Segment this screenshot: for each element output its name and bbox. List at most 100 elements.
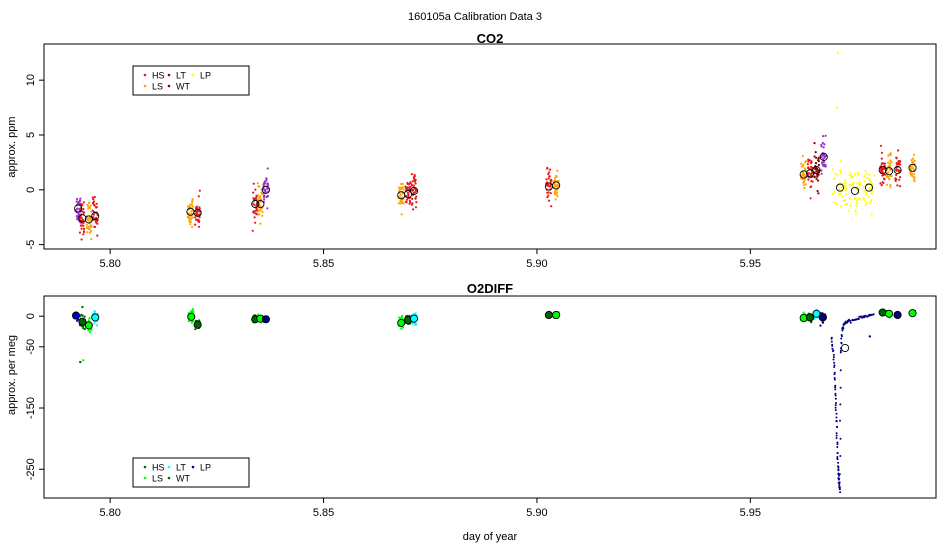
co2-data-point xyxy=(816,167,819,171)
o2diff-legend-swatch xyxy=(191,465,195,469)
co2-data-point xyxy=(406,183,410,186)
co2-data-point xyxy=(258,185,261,188)
co2-data-point xyxy=(79,197,82,200)
co2-axes: 5.80 5.85 5.90 5.95 -5 0 5 10 xyxy=(25,74,761,270)
co2-data-point xyxy=(545,178,548,181)
co2-mean-marker xyxy=(878,166,887,175)
co2-data-point xyxy=(259,209,262,212)
co2-data-point xyxy=(840,205,843,208)
o2diff-legend-swatch xyxy=(167,476,171,480)
co2-data-point xyxy=(873,174,876,177)
co2-plot-frame xyxy=(43,43,937,250)
o2diff-lp-trace-point xyxy=(861,316,864,319)
co2-data-point xyxy=(408,188,411,191)
co2-legend-swatch xyxy=(143,84,147,88)
co2-data-point xyxy=(88,228,91,231)
co2-ylabel: approx. ppm xyxy=(6,116,18,177)
co2-data-point xyxy=(865,172,868,176)
co2-data-point xyxy=(887,161,890,164)
o2diff-lp-trace-point xyxy=(837,466,840,469)
co2-data-point xyxy=(841,195,844,198)
o2diff-lp-trace-point xyxy=(840,334,843,336)
co2-data-point xyxy=(864,169,867,173)
o2diff-data-point xyxy=(400,314,403,318)
co2-data-point xyxy=(844,179,847,182)
co2-data-point xyxy=(96,234,99,237)
co2-data-point xyxy=(82,207,85,211)
co2-data-point xyxy=(553,177,557,180)
co2-data-point xyxy=(92,198,95,201)
co2-data-point xyxy=(95,206,98,209)
co2-data-point xyxy=(258,204,261,207)
co2-data-point xyxy=(843,186,846,189)
co2-data-point xyxy=(548,175,551,178)
co2-data-point xyxy=(406,186,409,189)
co2-data-point xyxy=(811,180,814,183)
o2diff-panel: O2DIFF approx. per meg 5.80 5.85 5.90 5.95 0… xyxy=(6,281,937,519)
co2-data-point xyxy=(91,201,95,204)
o2diff-lp-trace-point xyxy=(839,455,842,457)
co2-data-point xyxy=(411,202,414,205)
co2-mean-marker xyxy=(193,208,202,217)
co2-mean-marker xyxy=(893,166,902,175)
o2diff-mean-marker xyxy=(84,321,93,330)
o2diff-lp-trace-point xyxy=(840,337,843,340)
co2-mean-marker xyxy=(409,186,419,195)
co2-data-point xyxy=(78,231,81,234)
co2-data-point xyxy=(408,202,411,205)
co2-data-point xyxy=(554,198,557,201)
co2-data-point xyxy=(75,200,78,203)
co2-data-point xyxy=(198,225,201,228)
o2diff-y-tick-label: -250 xyxy=(25,458,37,480)
o2diff-lp-trace-point xyxy=(830,337,833,340)
o2diff-data-point xyxy=(190,310,193,313)
co2-mean-marker xyxy=(908,163,917,172)
co2-data-point xyxy=(251,229,254,232)
co2-data-point xyxy=(800,174,804,177)
co2-data-point xyxy=(397,202,400,205)
co2-data-point xyxy=(820,161,824,164)
co2-data-point xyxy=(415,201,418,204)
co2-data-point xyxy=(899,176,902,179)
co2-data-point xyxy=(79,199,82,202)
co2-data-point xyxy=(838,188,841,191)
co2-data-point xyxy=(88,201,91,205)
co2-data-point xyxy=(263,188,266,191)
co2-y-tick-label: 10 xyxy=(25,74,37,86)
co2-data-point xyxy=(546,183,550,186)
co2-data-point xyxy=(266,207,269,210)
co2-data-point xyxy=(823,154,826,157)
o2diff-plot-frame xyxy=(43,295,937,499)
co2-data-point xyxy=(401,201,404,204)
o2diff-lp-trace-point xyxy=(834,384,837,387)
co2-data-point xyxy=(880,151,884,154)
o2diff-lp-trace-point xyxy=(839,369,842,372)
co2-data-point xyxy=(92,213,95,216)
co2-legend-label: WT xyxy=(176,82,190,92)
o2diff-mean-marker xyxy=(885,309,894,318)
co2-data-point xyxy=(852,181,855,185)
o2diff-ylabel: approx. per meg xyxy=(6,335,18,415)
co2-data-point xyxy=(881,174,884,177)
co2-data-point xyxy=(858,197,861,201)
co2-data-point xyxy=(844,193,848,196)
co2-data-point xyxy=(263,198,266,201)
x-axis-label: day of year xyxy=(463,531,518,543)
co2-data-point xyxy=(89,229,93,233)
co2-data-point xyxy=(896,184,899,187)
co2-data-point xyxy=(189,223,192,226)
co2-data-point xyxy=(95,221,98,224)
co2-data-point xyxy=(556,191,559,194)
co2-data-point xyxy=(194,216,197,219)
o2diff-lp-trace-point xyxy=(834,404,837,407)
o2diff-lp-trace-point xyxy=(839,491,842,494)
co2-data-point xyxy=(888,178,891,181)
o2diff-y-tick-label: -50 xyxy=(25,339,37,355)
co2-data-point xyxy=(887,154,890,157)
co2-data-point xyxy=(899,185,902,188)
co2-legend-label: LS xyxy=(152,82,163,92)
co2-mean-marker xyxy=(91,212,100,221)
co2-y-tick-label: -5 xyxy=(25,240,37,250)
